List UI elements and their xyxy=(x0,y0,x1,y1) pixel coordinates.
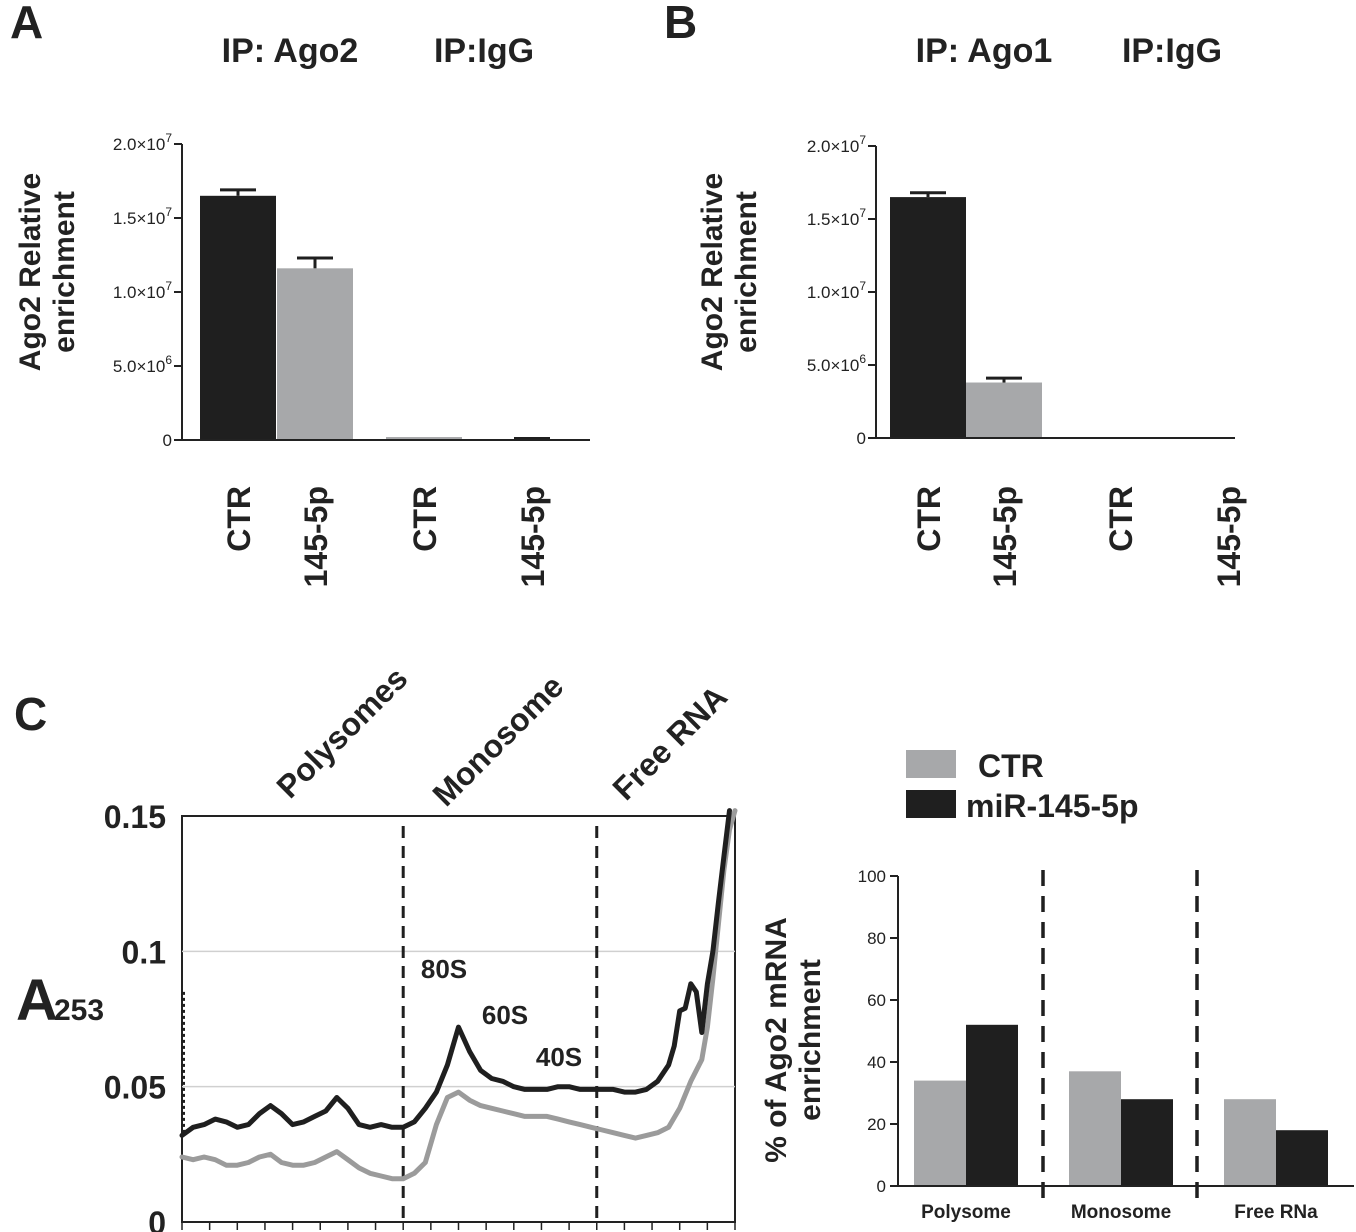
legend-swatch-ctr xyxy=(906,750,956,778)
trace-ytick-label: 0.1 xyxy=(122,934,166,970)
trace-ytick-label: 0 xyxy=(148,1205,166,1232)
panel-c-right-ytick-label: 60 xyxy=(867,991,886,1010)
trace-gridlines xyxy=(182,950,735,1088)
panel-c-right-ylabel-line2: enrichment xyxy=(794,959,827,1121)
panel-c-right-ytick-label: 40 xyxy=(867,1053,886,1072)
panel-a-x-labels: CTR 145-5p CTR 145-5p xyxy=(221,486,551,587)
peak-label-80s: 80S xyxy=(421,954,467,984)
panel-c: C Polysomes Monosome Free RNA A 253 0 0.0… xyxy=(14,660,738,1232)
panel-a-letter: A xyxy=(10,0,43,48)
panel-c-right-bar-ctr-1 xyxy=(914,1080,966,1186)
panel-c-right-xlabel-2: Monosome xyxy=(1071,1202,1171,1223)
panel-c-right-bars xyxy=(914,1024,1328,1186)
panel-c-right-xlabel-1: Polysome xyxy=(921,1202,1011,1223)
trace-line-ctr xyxy=(179,808,738,1182)
panel-c-ylabel-subscript: 253 xyxy=(54,994,104,1027)
b-ytick-label: 1.5×107 xyxy=(807,206,866,229)
panel-c-right-bar-ctr-2 xyxy=(1069,1071,1121,1186)
b-xlabel-1: CTR xyxy=(911,486,947,552)
a-ytick-label: 5.0×106 xyxy=(113,353,172,376)
legend-swatch-mir xyxy=(906,790,956,818)
panel-c-right-ytick-label: 0 xyxy=(877,1177,886,1196)
panel-c-right-ytick-label: 80 xyxy=(867,929,886,948)
panel-c-right-bar-mir-2 xyxy=(1121,1099,1173,1186)
region-label-polysomes: Polysomes xyxy=(269,660,414,805)
b-ytick-label: 1.0×107 xyxy=(807,279,866,302)
b-xlabel-4: 145-5p xyxy=(1211,486,1247,587)
peak-label-40s: 40S xyxy=(536,1042,582,1072)
b-ytick-label: 0 xyxy=(857,429,866,448)
b-xlabel-2: 145-5p xyxy=(987,486,1023,587)
panel-a-y-ticks: 0 5.0×106 1.0×107 1.5×107 2.0×107 xyxy=(113,131,182,450)
b-bar-1 xyxy=(890,197,966,438)
panel-b-group-1: IP: Ago1 xyxy=(916,32,1053,70)
a-ytick-label: 1.5×107 xyxy=(113,205,172,228)
trace-ytick-label: 0.05 xyxy=(104,1070,166,1106)
panel-c-right-ytick-label: 100 xyxy=(858,867,886,886)
trace-series xyxy=(179,808,738,1182)
a-xlabel-2: 145-5p xyxy=(298,486,334,587)
a-xlabel-1: CTR xyxy=(221,486,257,552)
legend-label-mir: miR-145-5p xyxy=(966,788,1139,824)
panel-b-group-2: IP:IgG xyxy=(1122,32,1222,70)
panel-a: A IP: Ago2 IP:IgG Ago2 Relative enrichme… xyxy=(10,0,590,587)
a-bar-2 xyxy=(277,268,353,440)
panel-c-letter: C xyxy=(14,688,47,740)
a-ytick-label: 0 xyxy=(163,431,172,450)
panel-b-y-ticks: 0 5.0×106 1.0×107 1.5×107 2.0×107 xyxy=(807,133,876,448)
panel-c-ylabel: A xyxy=(16,968,58,1033)
region-label-monosome: Monosome xyxy=(425,668,570,813)
a-ytick-label: 2.0×107 xyxy=(113,131,172,154)
b-xlabel-3: CTR xyxy=(1103,486,1139,552)
panel-c-right-ylabel-line1: % of Ago2 mRNA xyxy=(760,917,793,1163)
panel-a-group-2: IP:IgG xyxy=(434,32,534,70)
a-bar-1 xyxy=(200,195,276,440)
trace-boundaries xyxy=(401,826,599,1222)
legend-label-ctr: CTR xyxy=(978,748,1044,784)
panel-b-ylabel-line1: Ago2 Relative xyxy=(696,173,729,371)
panel-a-group-1: IP: Ago2 xyxy=(222,32,359,70)
panel-c-right-xlabel-3: Free RNa xyxy=(1234,1202,1318,1223)
b-bar-2 xyxy=(966,382,1042,438)
b-ytick-label: 5.0×106 xyxy=(807,352,866,375)
panel-b-x-labels: CTR 145-5p CTR 145-5p xyxy=(911,486,1247,587)
panel-b-ylabel-line2: enrichment xyxy=(730,191,763,353)
b-ytick-label: 2.0×107 xyxy=(807,133,866,156)
panel-c-right: CTR miR-145-5p % of Ago2 mRNA enrichment… xyxy=(760,748,1354,1223)
panel-a-ylabel-line1: Ago2 Relative xyxy=(14,173,47,371)
panel-c-right-dividers xyxy=(1041,870,1199,1200)
panel-c-right-y-ticks: 0 20 40 60 80 100 xyxy=(858,867,898,1196)
panel-c-right-bar-mir-3 xyxy=(1276,1130,1328,1186)
panel-a-bars xyxy=(200,188,570,441)
region-label-free-rna: Free RNA xyxy=(605,678,734,807)
trace-x-ticks xyxy=(181,1222,736,1230)
a-xlabel-4: 145-5p xyxy=(515,486,551,587)
panel-c-right-x-labels: Polysome Monosome Free RNa xyxy=(921,1202,1318,1223)
trace-y-ticks: 0 0.05 0.1 0.15 xyxy=(104,799,166,1232)
panel-c-right-bar-ctr-3 xyxy=(1224,1099,1276,1186)
panel-a-ylabel-line2: enrichment xyxy=(48,191,81,353)
a-ytick-label: 1.0×107 xyxy=(113,279,172,302)
peak-label-60s: 60S xyxy=(482,1000,528,1030)
trace-line-mir-145-5p xyxy=(179,808,732,1138)
panel-b-letter: B xyxy=(664,0,697,48)
panel-c-right-ytick-label: 20 xyxy=(867,1115,886,1134)
panel-b-bars xyxy=(890,191,1042,438)
trace-ytick-label: 0.15 xyxy=(104,799,166,835)
panel-c-right-bar-mir-1 xyxy=(966,1024,1018,1186)
a-xlabel-3: CTR xyxy=(407,486,443,552)
a-bar-3 xyxy=(386,437,462,440)
trace-plot-frame xyxy=(181,815,736,1223)
panel-b: B IP: Ago1 IP:IgG Ago2 Relative enrichme… xyxy=(664,0,1247,587)
